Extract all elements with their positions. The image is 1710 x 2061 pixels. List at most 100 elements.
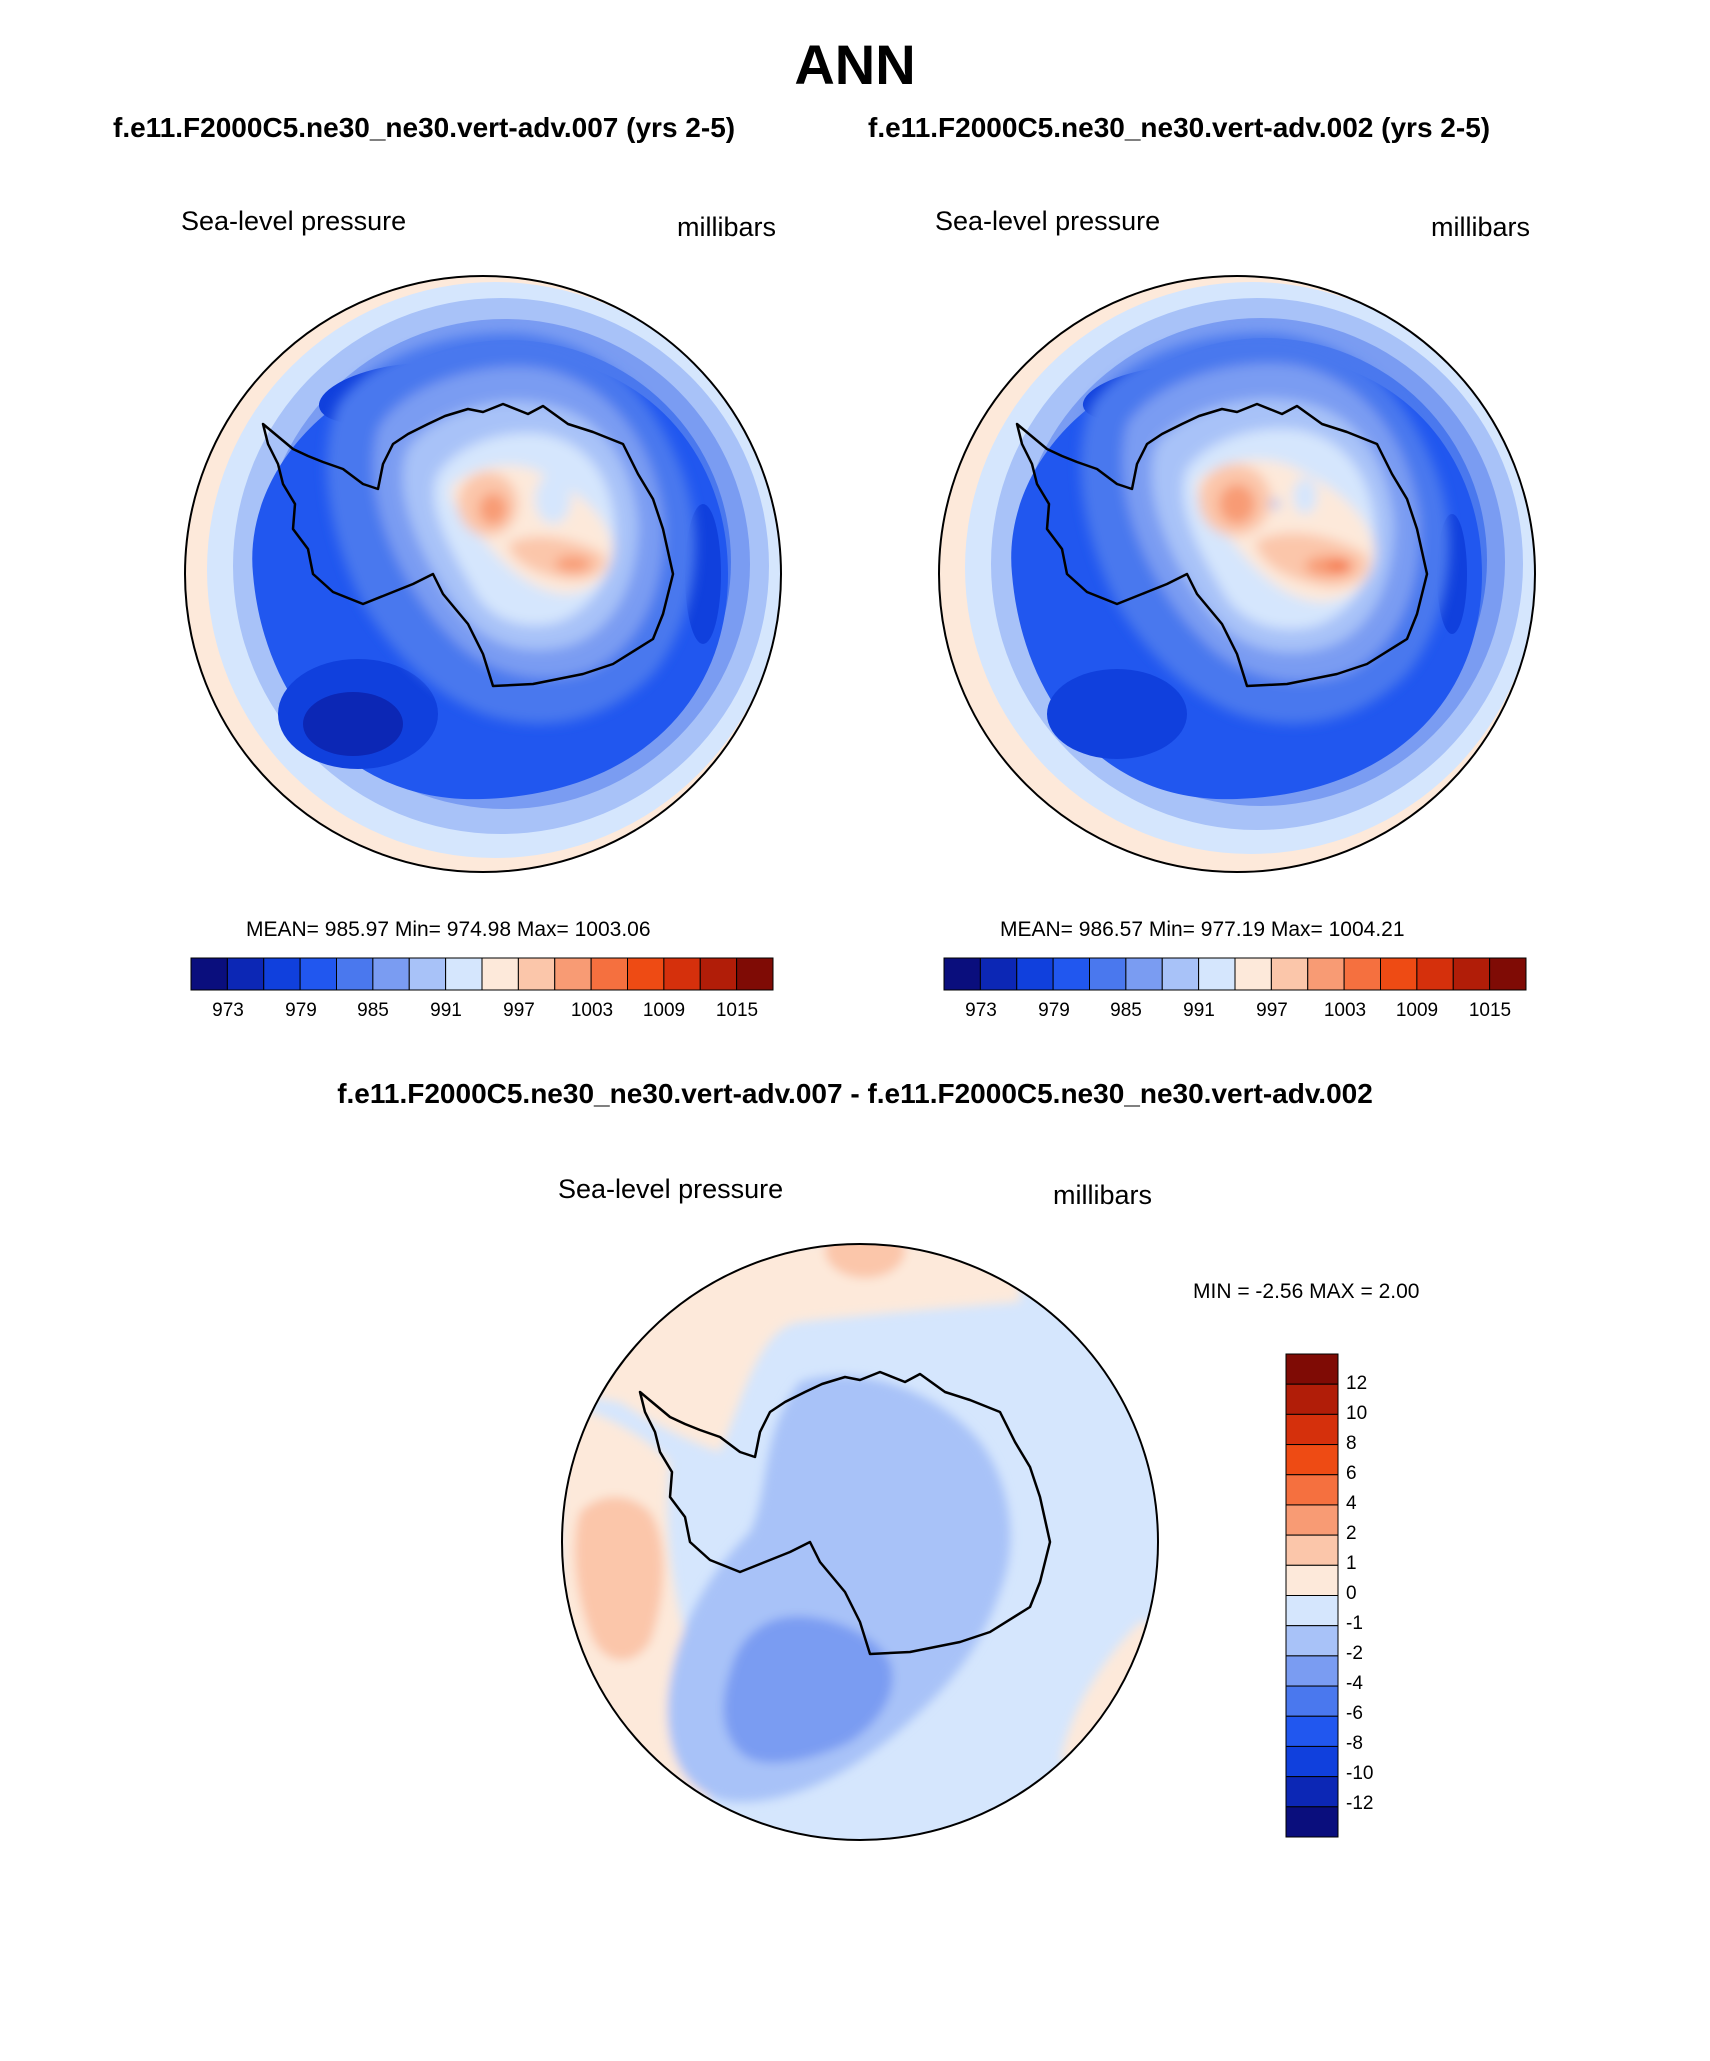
diff-colorbar — [1285, 1353, 1339, 1838]
colorbar-swatch — [1285, 1685, 1339, 1717]
colorbar-swatch — [1285, 1564, 1339, 1596]
colorbar-swatch — [554, 957, 592, 991]
colorbar-tick-label: 0 — [1346, 1583, 1357, 1604]
colorbar-tick-label: 1009 — [642, 1000, 686, 1021]
right-polar-map — [938, 275, 1536, 873]
right-stats: MEAN= 986.57 Min= 977.19 Max= 1004.21 — [1000, 918, 1405, 941]
colorbar-swatch — [1125, 957, 1163, 991]
left-case-title: f.e11.F2000C5.ne30_ne30.vert-adv.007 (yr… — [113, 112, 736, 143]
colorbar-tick-label: 10 — [1346, 1403, 1368, 1424]
colorbar-swatch — [372, 957, 410, 991]
colorbar-tick-label: 1003 — [570, 1000, 614, 1021]
right-case-title: f.e11.F2000C5.ne30_ne30.vert-adv.002 (yr… — [868, 112, 1491, 143]
colorbar-tick-label: -1 — [1346, 1613, 1363, 1634]
colorbar-swatch — [1416, 957, 1454, 991]
colorbar-tick-label: -2 — [1346, 1643, 1363, 1664]
colorbar-swatch — [1285, 1776, 1339, 1808]
colorbar-tick-label: 997 — [1256, 1000, 1288, 1021]
colorbar-tick-label: 979 — [1038, 1000, 1070, 1021]
colorbar-tick-label: -6 — [1346, 1703, 1363, 1724]
colorbar-swatch — [1089, 957, 1127, 991]
colorbar-tick-label: 1 — [1346, 1553, 1357, 1574]
diff-colorbar-labels: 12 10 8 6 4 2 1 0 -1 -2 -4 -6 -8 -10 -12 — [1346, 1354, 1446, 1837]
diff-title: f.e11.F2000C5.ne30_ne30.vert-adv.007 - f… — [337, 1078, 1373, 1109]
colorbar-swatch — [1285, 1474, 1339, 1506]
colorbar-swatch — [299, 957, 337, 991]
colorbar-tick-label: 985 — [357, 1000, 389, 1021]
colorbar-tick-label: 12 — [1346, 1373, 1368, 1394]
colorbar-swatch — [1343, 957, 1381, 991]
left-colorbar — [190, 957, 774, 991]
colorbar-swatch — [190, 957, 228, 991]
colorbar-tick-label: 4 — [1346, 1493, 1357, 1514]
left-units-label: millibars — [677, 212, 777, 242]
colorbar-tick-label: 1015 — [715, 1000, 759, 1021]
figure-title: ANN — [794, 33, 916, 96]
colorbar-swatch — [1285, 1534, 1339, 1566]
colorbar-tick-label: 1015 — [1468, 1000, 1512, 1021]
left-variable-label: Sea-level pressure — [181, 206, 407, 236]
colorbar-swatch — [1489, 957, 1527, 991]
colorbar-swatch — [408, 957, 447, 991]
right-colorbar — [943, 957, 1527, 991]
colorbar-swatch — [627, 957, 665, 991]
right-colorbar-labels: 973 979 985 991 997 1003 1009 1015 — [944, 1000, 1526, 1024]
colorbar-swatch — [1052, 957, 1090, 991]
left-polar-map — [184, 275, 782, 873]
colorbar-swatch — [1234, 957, 1272, 991]
diff-units-label: millibars — [1053, 1180, 1153, 1210]
colorbar-swatch — [736, 957, 774, 991]
colorbar-swatch — [1285, 1444, 1339, 1476]
colorbar-swatch — [1285, 1383, 1339, 1415]
right-variable-label: Sea-level pressure — [935, 206, 1161, 236]
colorbar-tick-label: -4 — [1346, 1673, 1363, 1694]
colorbar-swatch — [979, 957, 1018, 991]
diff-stats: MIN = -2.56 MAX = 2.00 — [1193, 1280, 1420, 1303]
colorbar-swatch — [1452, 957, 1491, 991]
colorbar-swatch — [590, 957, 628, 991]
colorbar-tick-label: 1009 — [1395, 1000, 1439, 1021]
colorbar-swatch — [1285, 1595, 1339, 1627]
colorbar-tick-label: -10 — [1346, 1763, 1374, 1784]
colorbar-tick-label: 973 — [212, 1000, 244, 1021]
colorbar-swatch — [517, 957, 556, 991]
colorbar-tick-label: -12 — [1346, 1793, 1374, 1814]
colorbar-tick-label: 997 — [503, 1000, 535, 1021]
colorbar-swatch — [263, 957, 301, 991]
colorbar-swatch — [1161, 957, 1200, 991]
colorbar-swatch — [699, 957, 738, 991]
colorbar-tick-label: 979 — [285, 1000, 317, 1021]
colorbar-tick-label: 6 — [1346, 1463, 1357, 1484]
colorbar-tick-label: 1003 — [1323, 1000, 1367, 1021]
colorbar-tick-label: 8 — [1346, 1433, 1357, 1454]
colorbar-swatch — [1198, 957, 1236, 991]
left-stats: MEAN= 985.97 Min= 974.98 Max= 1003.06 — [246, 918, 651, 941]
diff-polar-map — [561, 1243, 1159, 1841]
colorbar-swatch — [1307, 957, 1345, 991]
colorbar-swatch — [226, 957, 265, 991]
colorbar-swatch — [1270, 957, 1309, 991]
colorbar-swatch — [1285, 1353, 1339, 1385]
colorbar-tick-label: 2 — [1346, 1523, 1357, 1544]
colorbar-swatch — [481, 957, 519, 991]
right-units-label: millibars — [1431, 212, 1531, 242]
colorbar-swatch — [1285, 1625, 1339, 1657]
colorbar-swatch — [1285, 1806, 1339, 1838]
colorbar-swatch — [445, 957, 483, 991]
colorbar-tick-label: 985 — [1110, 1000, 1142, 1021]
colorbar-swatch — [1285, 1504, 1339, 1536]
colorbar-tick-label: -8 — [1346, 1733, 1363, 1754]
colorbar-swatch — [1285, 1715, 1339, 1747]
colorbar-swatch — [1016, 957, 1054, 991]
colorbar-swatch — [1380, 957, 1418, 991]
colorbar-swatch — [1285, 1413, 1339, 1446]
left-colorbar-labels: 973 979 985 991 997 1003 1009 1015 — [191, 1000, 773, 1024]
colorbar-tick-label: 991 — [1183, 1000, 1215, 1021]
colorbar-swatch — [1285, 1745, 1339, 1778]
colorbar-tick-label: 973 — [965, 1000, 997, 1021]
colorbar-swatch — [943, 957, 981, 991]
colorbar-swatch — [336, 957, 374, 991]
colorbar-tick-label: 991 — [430, 1000, 462, 1021]
colorbar-swatch — [663, 957, 701, 991]
colorbar-swatch — [1285, 1655, 1339, 1687]
